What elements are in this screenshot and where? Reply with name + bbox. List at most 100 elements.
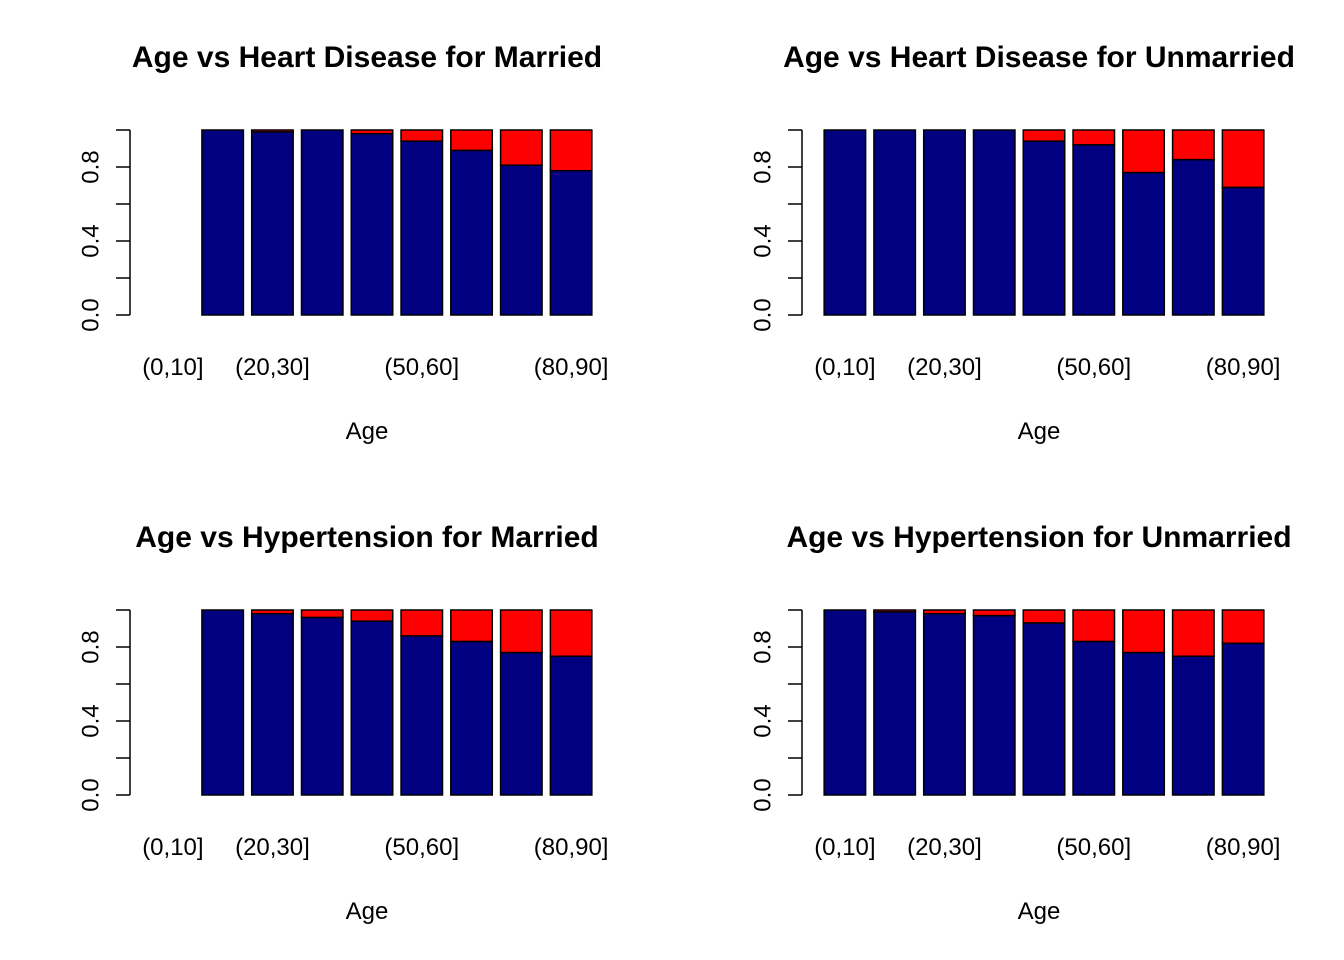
bar-segment-(10,20]-series-2 [873, 609, 917, 613]
bar-segment-(80,90]-series-2 [549, 129, 593, 172]
bar-segment-(70,80]-series-1 [499, 164, 543, 316]
x-tick-label: (50,60] [384, 354, 459, 381]
chart-panel-1: Age vs Heart Disease for Married 0.0 0.4 0.… [77, 41, 608, 445]
chart-title: Age vs Heart Disease for Married [132, 41, 602, 74]
bar-segment-(60,70]-series-1 [1122, 171, 1166, 316]
bar-segment-(30,40]-series-1 [972, 129, 1016, 316]
bar-segment-(20,30]-series-1 [922, 129, 966, 316]
bar-segment-(70,80]-series-2 [499, 129, 543, 166]
bar-segment-(40,50]-series-2 [350, 129, 394, 135]
chart-panel-2: Age vs Heart Disease for Unmarried 0.0 0.4… [749, 41, 1295, 445]
chart-title: Age vs Hypertension for Married [135, 521, 598, 554]
bar-segment-(60,70]-series-1 [1122, 651, 1166, 796]
x-tick-label: (0,10] [142, 834, 203, 861]
x-tick-label: (20,30] [907, 834, 982, 861]
bar-segment-(0,10]-series-1 [823, 129, 867, 316]
y-tick-label: 0.8 [749, 630, 776, 663]
bar-segment-(10,20]-series-1 [201, 609, 245, 796]
x-tick-label: (80,90] [534, 834, 609, 861]
y-tick-label: 0.4 [77, 704, 104, 737]
bar-segment-(30,40]-series-1 [972, 614, 1016, 796]
bar-segment-(60,70]-series-2 [450, 609, 494, 643]
bar-segment-(80,90]-series-1 [549, 169, 593, 316]
x-tick-label: (50,60] [384, 834, 459, 861]
x-axis-label: Age [1018, 898, 1061, 925]
bar-segment-(60,70]-series-2 [1122, 129, 1166, 174]
bar-segment-(40,50]-series-1 [350, 132, 394, 316]
y-tick-label: 0.0 [77, 298, 104, 331]
bar-segment-(20,30]-series-1 [250, 131, 294, 316]
bar-segment-(40,50]-series-2 [1022, 609, 1066, 624]
x-tick-label: (80,90] [534, 354, 609, 381]
bar-segment-(40,50]-series-1 [1022, 622, 1066, 796]
bar-segment-(70,80]-series-2 [1171, 609, 1215, 657]
x-tick-label: (50,60] [1056, 834, 1131, 861]
x-axis-label: Age [346, 898, 389, 925]
bar-segment-(70,80]-series-1 [1171, 655, 1215, 796]
bar-segment-(10,20]-series-1 [201, 129, 245, 316]
bar-segment-(70,80]-series-1 [499, 651, 543, 796]
chart-title: Age vs Hypertension for Unmarried [786, 521, 1291, 554]
bar-segment-(30,40]-series-1 [300, 616, 344, 796]
bar-segment-(80,90]-series-2 [549, 609, 593, 657]
x-tick-label: (80,90] [1206, 834, 1281, 861]
bar-segment-(60,70]-series-1 [450, 640, 494, 796]
bar-segment-(80,90]-series-2 [1221, 609, 1265, 645]
bar-segment-(30,40]-series-2 [972, 609, 1016, 617]
bar-segment-(60,70]-series-1 [450, 149, 494, 316]
bar-segment-(80,90]-series-1 [549, 655, 593, 796]
bar-segment-(80,90]-series-2 [1221, 129, 1265, 189]
bar-segment-(80,90]-series-1 [1221, 642, 1265, 796]
bar-segment-(50,60]-series-2 [400, 129, 444, 142]
bar-segment-(50,60]-series-1 [1072, 144, 1116, 316]
bar-segment-(10,20]-series-1 [873, 129, 917, 316]
y-tick-label: 0.0 [77, 778, 104, 811]
bar-segment-(50,60]-series-2 [1072, 609, 1116, 643]
y-tick-label: 0.4 [77, 224, 104, 257]
x-tick-label: (0,10] [814, 834, 875, 861]
y-tick-label: 0.0 [749, 298, 776, 331]
chart-title: Age vs Heart Disease for Unmarried [783, 41, 1295, 74]
bar-segment-(20,30]-series-1 [250, 612, 294, 796]
chart-panel-4: Age vs Hypertension for Unmarried 0.0 0.4 0… [749, 521, 1291, 925]
bar-segment-(40,50]-series-1 [1022, 140, 1066, 316]
y-tick-label: 0.8 [77, 630, 104, 663]
x-axis-label: Age [1018, 418, 1061, 445]
bar-segment-(20,30]-series-2 [922, 609, 966, 615]
bar-segment-(20,30]-series-2 [250, 129, 294, 133]
bar-segment-(0,10]-series-1 [823, 609, 867, 796]
y-tick-label: 0.0 [749, 778, 776, 811]
x-axis-label: Age [346, 418, 389, 445]
bar-segment-(70,80]-series-2 [499, 609, 543, 654]
x-tick-label: (80,90] [1206, 354, 1281, 381]
bar-segment-(70,80]-series-1 [1171, 158, 1215, 316]
y-tick-label: 0.8 [77, 150, 104, 183]
bar-segment-(70,80]-series-2 [1171, 129, 1215, 161]
x-tick-label: (20,30] [235, 354, 310, 381]
bar-segment-(40,50]-series-1 [350, 620, 394, 796]
x-tick-label: (0,10] [142, 354, 203, 381]
bar-segment-(60,70]-series-2 [1122, 609, 1166, 654]
bar-segment-(40,50]-series-2 [1022, 129, 1066, 142]
bar-segment-(20,30]-series-1 [922, 612, 966, 796]
bar-segment-(50,60]-series-1 [400, 635, 444, 796]
x-tick-label: (50,60] [1056, 354, 1131, 381]
bar-segment-(80,90]-series-1 [1221, 186, 1265, 316]
y-tick-label: 0.4 [749, 224, 776, 257]
x-tick-label: (20,30] [907, 354, 982, 381]
x-tick-label: (20,30] [235, 834, 310, 861]
bar-segment-(50,60]-series-2 [1072, 129, 1116, 146]
bar-segment-(50,60]-series-1 [1072, 640, 1116, 796]
bar-segment-(60,70]-series-2 [450, 129, 494, 152]
x-tick-label: (0,10] [814, 354, 875, 381]
chart-panel-3: Age vs Hypertension for Married 0.0 0.4 0.8… [77, 521, 608, 925]
bar-segment-(20,30]-series-2 [250, 609, 294, 615]
y-tick-label: 0.4 [749, 704, 776, 737]
y-tick-label: 0.8 [749, 150, 776, 183]
bar-segment-(10,20]-series-1 [873, 611, 917, 796]
bar-segment-(50,60]-series-1 [400, 140, 444, 316]
bar-segment-(50,60]-series-2 [400, 609, 444, 637]
bar-segment-(40,50]-series-2 [350, 609, 394, 622]
bar-segment-(30,40]-series-1 [300, 129, 344, 316]
